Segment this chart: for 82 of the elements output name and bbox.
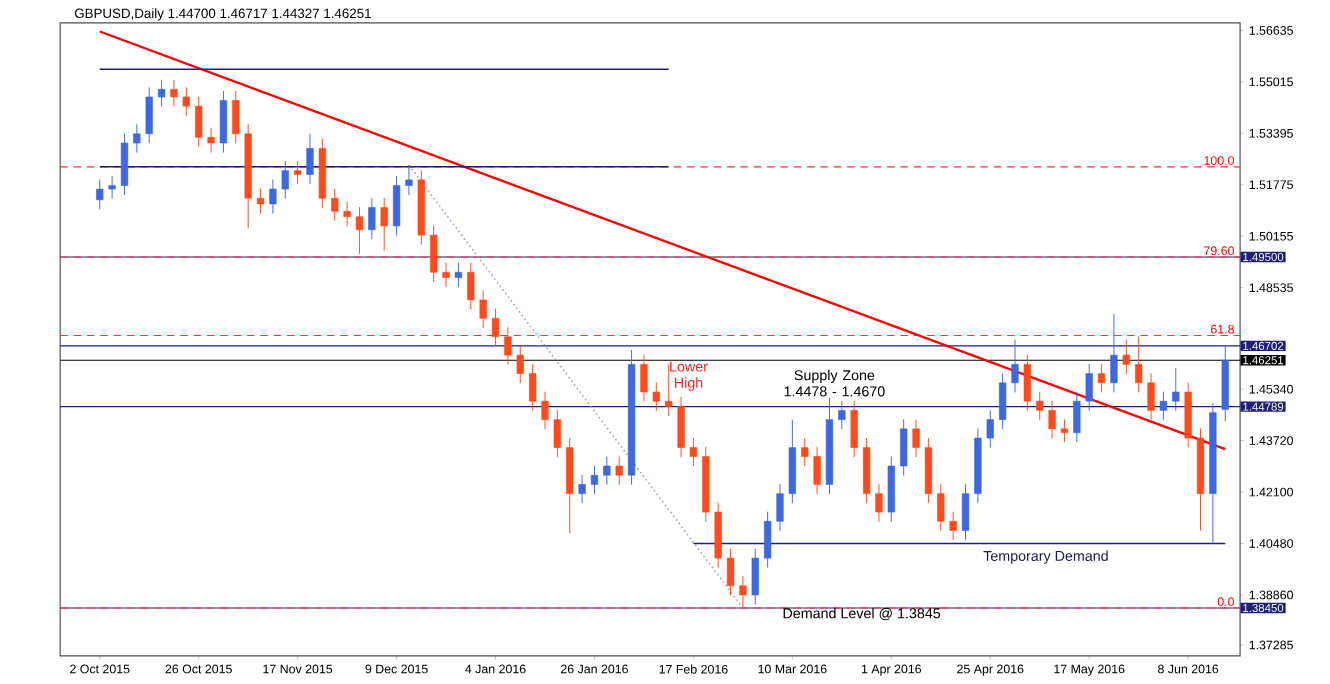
candlestick: [961, 483, 970, 541]
candlestick: [479, 289, 487, 329]
candlestick: [1147, 372, 1155, 421]
candlestick: [504, 326, 512, 365]
candlestick: [813, 446, 821, 495]
candlestick: [380, 197, 388, 251]
candlestick: [677, 395, 685, 458]
candlestick: [454, 261, 463, 288]
candlestick: [615, 455, 623, 485]
candlestick: [467, 261, 475, 310]
candlestick: [207, 126, 215, 153]
candlestick: [999, 372, 1007, 430]
candlestick: [726, 547, 735, 596]
candlestick: [875, 483, 883, 522]
candlestick: [566, 437, 574, 534]
candlestick: [850, 400, 858, 458]
candlestick: [1159, 390, 1168, 421]
candlestick: [281, 160, 289, 199]
candlestick: [949, 510, 957, 541]
candlestick: [343, 200, 351, 227]
candlestick: [355, 206, 364, 255]
candlestick: [640, 354, 648, 402]
candlestick: [739, 575, 747, 609]
candlestick: [170, 79, 178, 107]
candlestick: [1073, 390, 1081, 443]
candlestick: [306, 133, 314, 185]
candlestick: [652, 381, 660, 411]
candlestick: [776, 483, 784, 531]
candlestick: [368, 197, 376, 240]
candlestick: [590, 464, 599, 495]
candlestick: [294, 160, 302, 185]
candlestick: [603, 455, 611, 485]
candlestick: [516, 344, 524, 384]
candlestick: [1036, 390, 1044, 421]
candlestick: [541, 390, 549, 430]
candlestick: [529, 363, 537, 411]
candlestick: [1023, 354, 1031, 411]
candlestick: [1097, 363, 1106, 393]
candlestick: [1011, 338, 1019, 393]
candlestick: [801, 437, 809, 467]
candlestick: [1122, 338, 1130, 375]
candlestick: [1060, 418, 1069, 443]
candlestick: [1135, 335, 1143, 393]
candlestick: [120, 132, 129, 196]
candlestick: [182, 86, 190, 116]
candlestick: [430, 224, 438, 282]
candlestick: [751, 547, 759, 605]
candlestick: [714, 501, 722, 568]
candlestick: [900, 418, 908, 476]
candlestick: [689, 437, 698, 467]
candlestick: [578, 474, 586, 504]
candlestick: [491, 308, 500, 347]
candlestick: [269, 178, 277, 214]
candlestick: [133, 123, 141, 153]
candlestick: [912, 418, 920, 458]
candlestick: [195, 95, 203, 147]
candlestick: [232, 90, 240, 144]
candlestick: [1085, 363, 1093, 411]
candlestick: [442, 261, 450, 288]
candlestick: [937, 483, 945, 531]
candlestick: [788, 418, 796, 504]
candlestick: [1172, 367, 1180, 411]
candlestick: [924, 437, 933, 504]
candlestick: [838, 400, 846, 430]
candlestick: [1110, 313, 1118, 393]
candlestick: [157, 79, 166, 107]
candlestick: [553, 409, 561, 458]
candlestick: [96, 178, 104, 210]
candlestick: [764, 510, 772, 568]
candlestick: [256, 187, 265, 214]
candlestick: [392, 175, 401, 236]
candlestick: [1184, 381, 1192, 448]
candlestick: [887, 455, 895, 522]
candlestick: [219, 90, 228, 153]
candlestick: [986, 409, 994, 448]
candlestick: [1048, 400, 1056, 439]
candlestick: [145, 86, 153, 144]
candlestick: [405, 164, 413, 196]
candlestick: [108, 175, 116, 199]
candlestick: [862, 437, 871, 504]
candlestick: [665, 363, 673, 416]
candlestick: [331, 187, 339, 221]
